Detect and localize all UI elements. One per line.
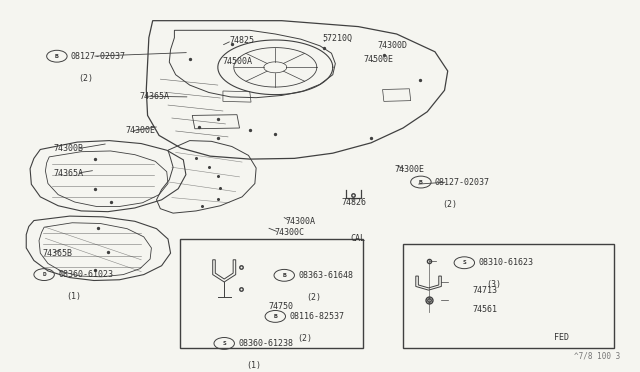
Text: 74300E: 74300E — [126, 126, 156, 135]
Text: B: B — [282, 273, 286, 278]
Text: 74561: 74561 — [472, 305, 497, 314]
Text: 74713: 74713 — [472, 286, 497, 295]
Text: 74500E: 74500E — [364, 55, 394, 64]
Text: (2): (2) — [306, 293, 321, 302]
Text: B: B — [55, 54, 59, 59]
Text: 08127-02037: 08127-02037 — [71, 52, 126, 61]
Bar — [179, 239, 364, 348]
Text: 08360-61023: 08360-61023 — [58, 270, 113, 279]
Bar — [403, 244, 614, 348]
Text: 08127-02037: 08127-02037 — [435, 177, 490, 186]
Text: 74300A: 74300A — [285, 217, 316, 226]
Text: 74300D: 74300D — [378, 41, 408, 50]
Text: 08310-61623: 08310-61623 — [478, 258, 533, 267]
Text: 74750: 74750 — [269, 302, 294, 311]
Text: S: S — [222, 341, 226, 346]
Text: ^7/8 100 3: ^7/8 100 3 — [574, 352, 620, 360]
Text: (2): (2) — [297, 334, 312, 343]
Text: 74365A: 74365A — [53, 169, 83, 178]
Text: 74365B: 74365B — [43, 248, 73, 258]
Text: B: B — [419, 180, 423, 185]
Text: 74500A: 74500A — [223, 57, 253, 65]
Text: 74300C: 74300C — [274, 228, 304, 237]
Text: 08363-61648: 08363-61648 — [298, 271, 353, 280]
Text: CAL: CAL — [351, 234, 365, 243]
Text: (1): (1) — [66, 292, 81, 301]
Text: 08116-82537: 08116-82537 — [289, 312, 344, 321]
Text: 74300E: 74300E — [395, 165, 425, 174]
Text: 74826: 74826 — [342, 198, 367, 207]
Text: 57210Q: 57210Q — [323, 34, 353, 43]
Text: 74365A: 74365A — [140, 92, 170, 101]
Text: (1): (1) — [246, 361, 261, 370]
Text: D: D — [42, 272, 46, 277]
Text: (2): (2) — [79, 74, 93, 83]
Text: FED: FED — [554, 333, 569, 342]
Text: S: S — [463, 260, 466, 265]
Text: 74825: 74825 — [229, 36, 254, 45]
Text: 08360-61238: 08360-61238 — [238, 339, 293, 348]
Text: 74300B: 74300B — [53, 144, 83, 153]
Text: (3): (3) — [486, 280, 501, 289]
Text: B: B — [273, 314, 277, 319]
Text: (2): (2) — [443, 200, 458, 209]
